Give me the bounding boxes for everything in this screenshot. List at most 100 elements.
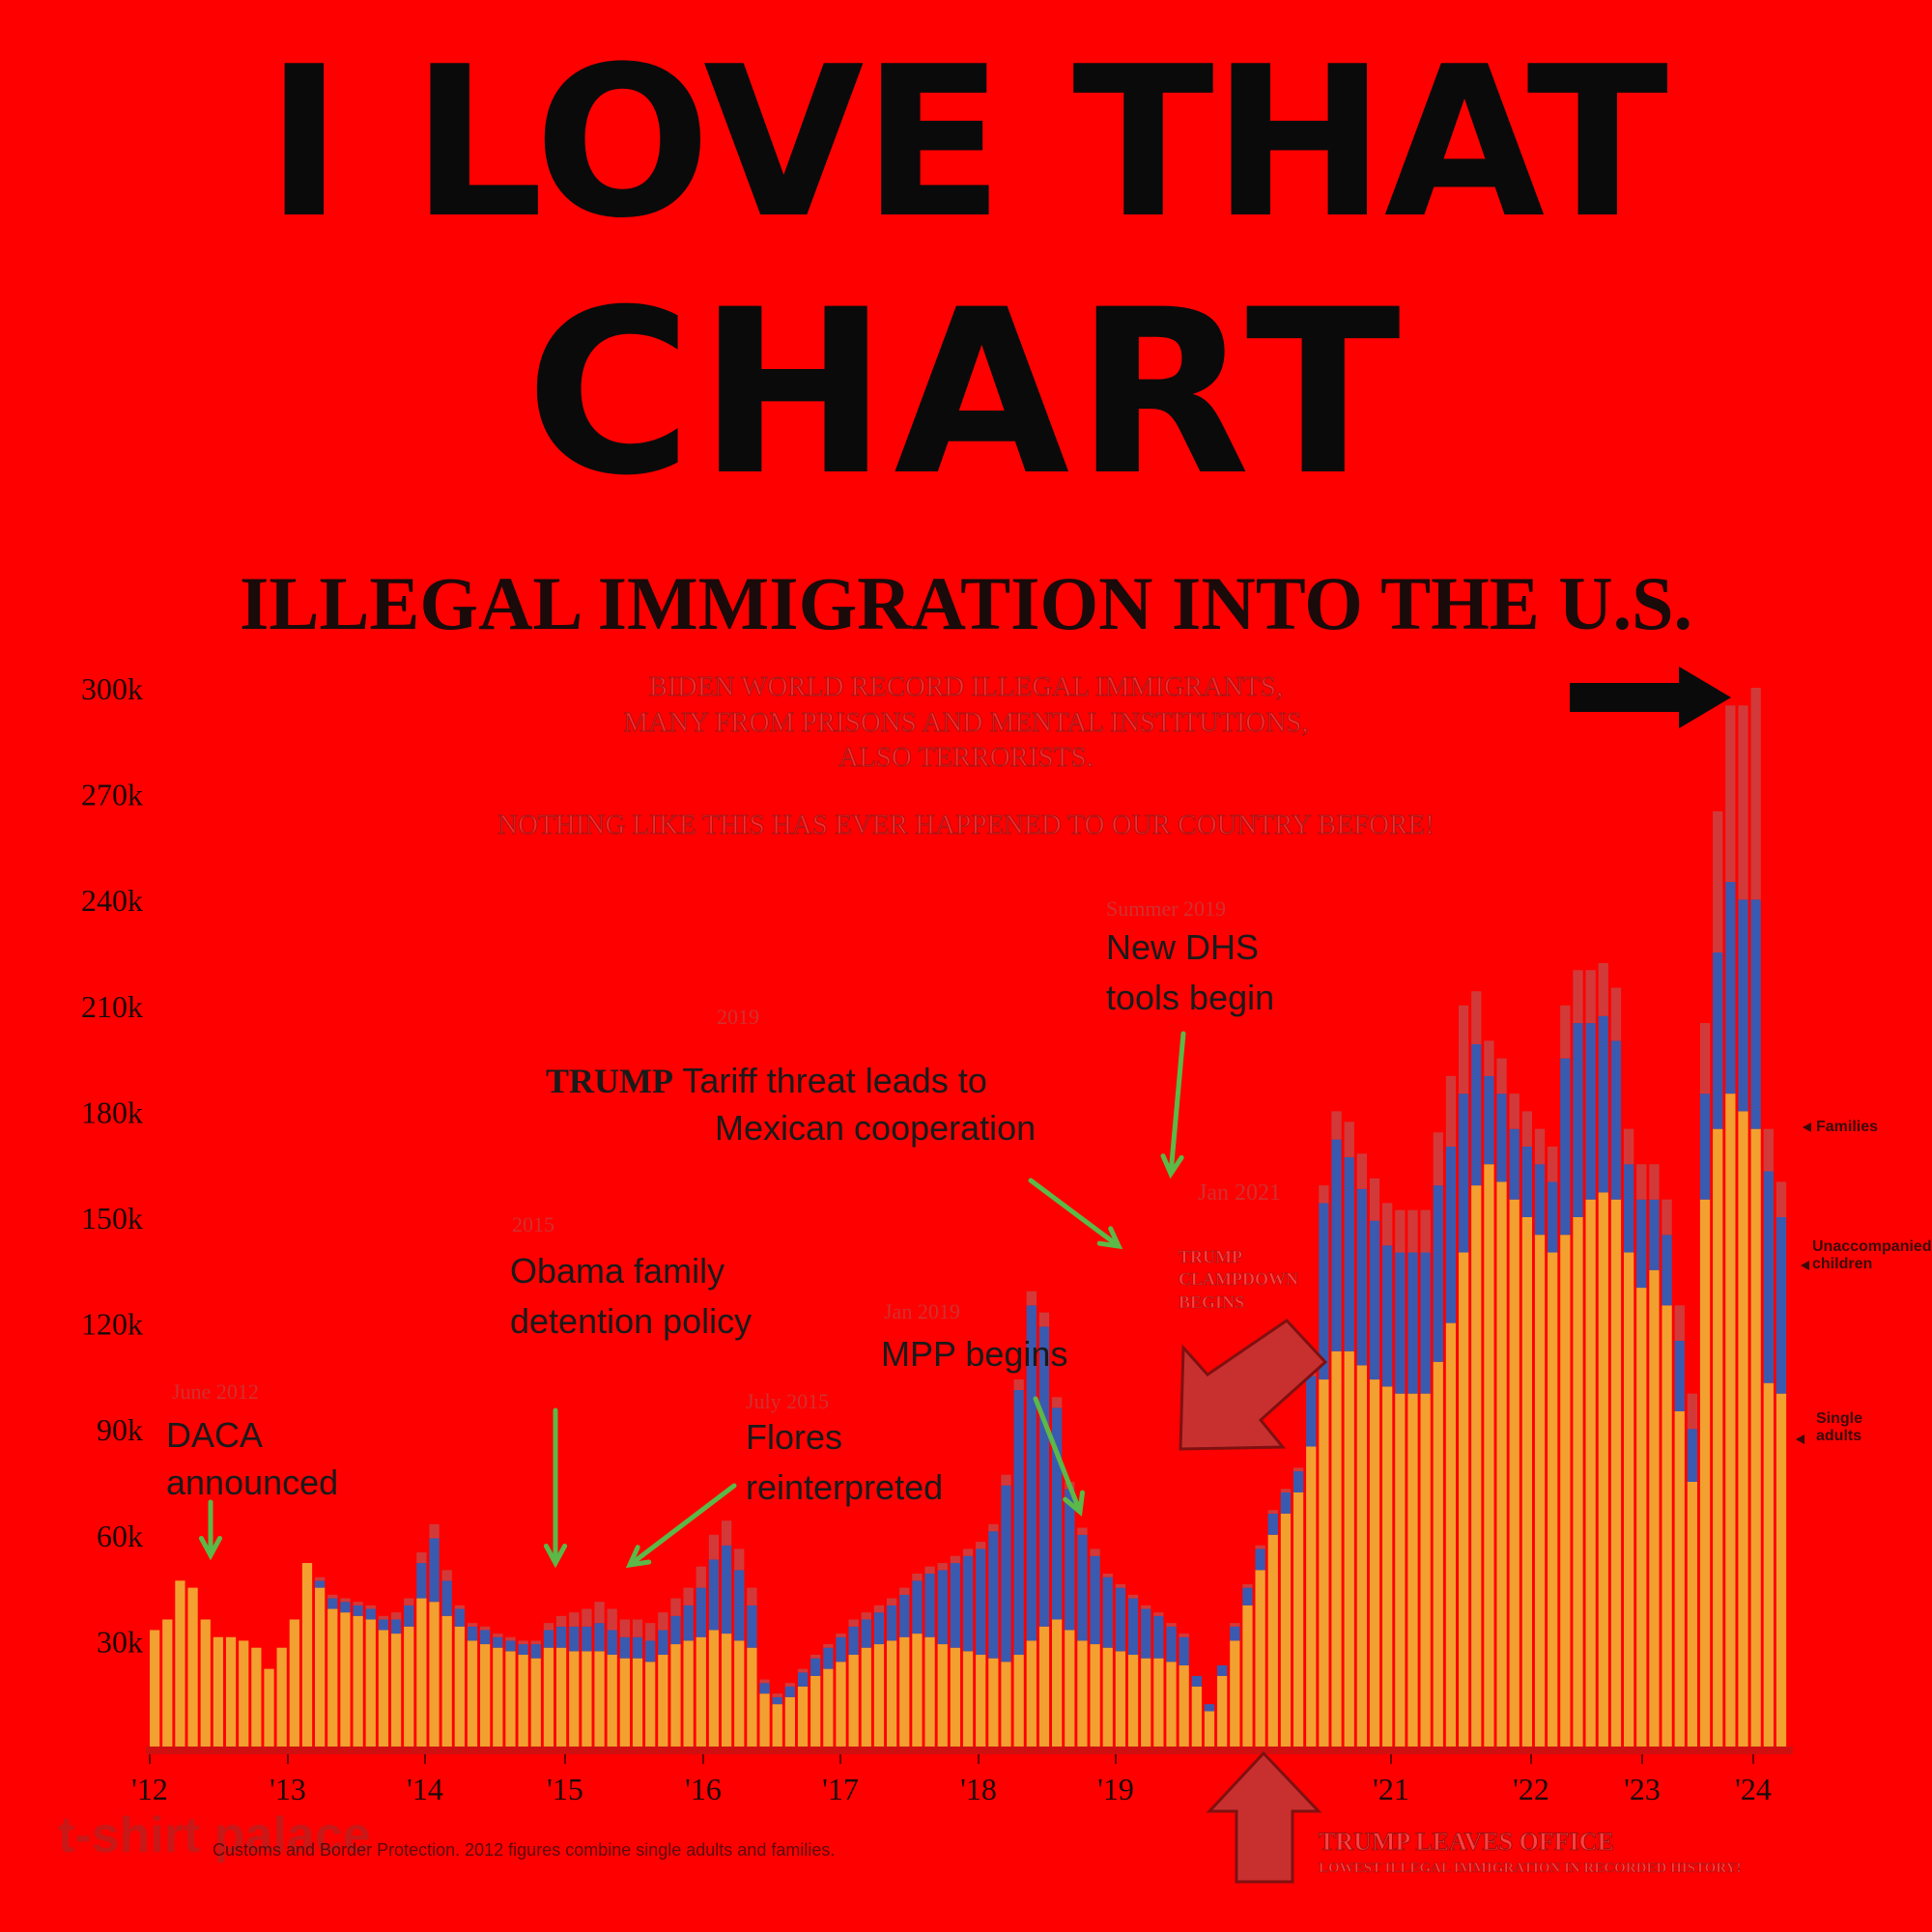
bar-segment [1548,1146,1558,1182]
bar-segment [340,1612,351,1747]
bar-segment [886,1598,897,1605]
headline-line-1: I LOVE THAT [265,21,1668,264]
bar-segment [810,1655,821,1659]
bar-segment [886,1605,897,1641]
bar-segment [1610,1199,1622,1747]
source-note: Customs and Border Protection. 2012 figu… [213,1840,836,1860]
bar-segment [416,1598,427,1747]
bar-segment [1001,1662,1011,1747]
bar-segment [1204,1704,1215,1712]
bar-segment [1127,1655,1139,1747]
bar-segment [759,1679,770,1684]
bar-segment [555,1626,567,1648]
bar-segment [1306,1446,1317,1747]
bar-segment [873,1612,885,1645]
bar-segment [416,1552,427,1564]
bar-segment [1573,1217,1583,1747]
y-tick-label: 120k [81,1307,143,1342]
daca-label: DACA announced [166,1412,338,1506]
bar-segment [873,1605,885,1613]
bar-segment [1738,1111,1748,1747]
obama-label-line-1: Obama family [510,1251,725,1291]
chart-decorations [198,667,1811,1884]
bar-segment [632,1636,643,1659]
flores-label-line-1: Flores [746,1417,843,1457]
bar-segment [505,1636,516,1641]
subtitle-line-2: MANY FROM PRISONS AND MENTAL INSTITUTION… [623,707,1309,739]
bar-segment [239,1640,249,1747]
bar-segment [1458,1005,1469,1094]
bar-segment [1331,1111,1342,1140]
x-tick-label: '15 [547,1772,583,1806]
bar-segment [327,1608,338,1747]
bar-segment [670,1644,681,1747]
bar-segment [1458,1252,1469,1747]
bar-series [150,688,1787,1747]
bar-segment [301,1563,313,1747]
bar-segment [1179,1634,1189,1637]
trump-tariff-date: 2019 [717,1005,759,1029]
bar-segment [658,1630,668,1656]
bar-segment [1471,991,1482,1044]
bar-segment [1153,1658,1164,1747]
bar-segment [315,1580,326,1588]
bar-segment [1242,1583,1253,1588]
subtitle-line-3: ALSO TERRORISTS. [838,742,1094,774]
bar-segment [861,1647,871,1747]
bar-segment [848,1655,859,1747]
bar-segment [530,1640,541,1645]
bar-segment [1293,1467,1304,1472]
bar-segment [670,1615,681,1645]
bar-segment [645,1662,656,1747]
bar-segment [747,1587,757,1605]
bar-segment [1255,1548,1265,1571]
flores-date: July 2015 [746,1389,830,1413]
bar-segment [1141,1658,1151,1747]
bar-segment [530,1644,541,1659]
bar-segment [1382,1386,1393,1747]
bar-segment [1598,962,1608,1016]
bar-segment [594,1602,605,1624]
bar-segment [518,1644,528,1656]
bar-segment [759,1683,770,1694]
bar-segment [1484,1040,1494,1076]
bar-segment [899,1587,910,1595]
y-tick-label: 300k [81,671,143,706]
bar-segment [1230,1626,1240,1641]
bar-segment [1534,1164,1546,1236]
bar-segment [708,1559,720,1631]
bar-segment [683,1587,694,1605]
bar-segment [1509,1128,1520,1200]
bar-segment [543,1647,554,1747]
black-arrow-shaft [1570,683,1681,712]
bar-segment [1598,1015,1608,1193]
bar-segment [1141,1608,1151,1659]
bar-segment [1458,1094,1469,1253]
bar-segment [1267,1513,1278,1535]
bar-segment [1433,1185,1443,1362]
bar-segment [1776,1217,1787,1394]
bar-segment [976,1548,986,1656]
bar-segment [658,1612,668,1631]
headline-line-2: CHART [526,262,1406,526]
bar-segment [289,1619,299,1747]
green-arrow-shaft [1033,1396,1083,1515]
bar-segment [1471,1185,1482,1747]
bar-segment [810,1675,821,1747]
bar-segment [315,1577,326,1581]
bar-segment [696,1636,706,1747]
bar-segment [162,1619,173,1747]
bar-segment [861,1619,871,1648]
legend-adults: Single adults [1816,1410,1863,1444]
green-arrow-head [198,1535,223,1561]
x-tick-label: '19 [1097,1772,1134,1806]
bar-segment [225,1636,237,1747]
bar-segment [976,1542,986,1549]
x-tick-label: '18 [960,1772,997,1806]
bar-segment [353,1605,363,1616]
bar-segment [429,1602,440,1747]
green-arrow-head [625,1545,652,1569]
bar-segment [1699,1094,1711,1200]
bar-segment [1713,952,1723,1129]
bar-segment [276,1647,287,1747]
